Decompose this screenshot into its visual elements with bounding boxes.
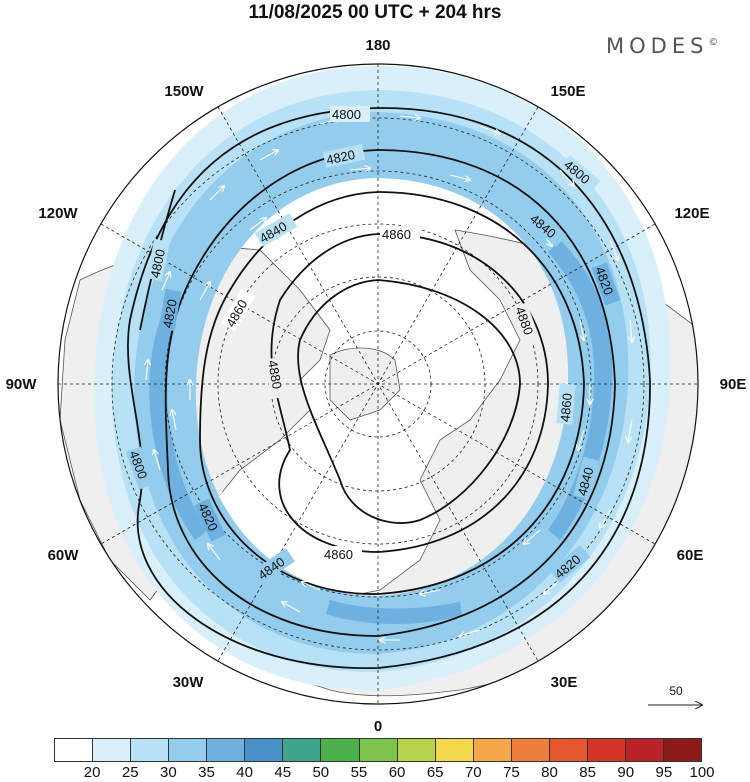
svg-text:4860: 4860 (382, 227, 411, 242)
svg-text:4860: 4860 (324, 547, 353, 562)
modes-logo: MODES© (606, 34, 719, 58)
colorbar-tick-label: 95 (655, 764, 673, 781)
colorbar-tick-label: 35 (198, 764, 215, 781)
svg-text:4820: 4820 (160, 298, 180, 329)
colorbar-box (625, 739, 664, 761)
contour-4840 (199, 191, 585, 595)
colorbar-box (397, 739, 436, 761)
svg-text:4880: 4880 (265, 359, 285, 390)
lon-label-120e: 120E (674, 205, 709, 222)
lon-label-90w: 90W (6, 376, 38, 393)
colorbar-box (664, 739, 702, 761)
colorbar-box (549, 739, 588, 761)
colorbar-tick-label: 30 (160, 764, 177, 781)
colorbar-box (93, 739, 132, 761)
colorbar-labels: 20 25 30 35 40 45 50 55 60 65 70 75 80 85 90 95 100 (54, 764, 715, 782)
colorbar-box (207, 739, 246, 761)
colorbar-box (435, 739, 474, 761)
reference-vector-label: 50 (669, 684, 683, 698)
colorbar-tick-label: 20 (83, 764, 101, 781)
map-title: 11/08/2025 00 UTC + 204 hrs (248, 2, 502, 23)
svg-text:4840: 4840 (575, 466, 597, 498)
lon-label-120w: 120W (38, 205, 78, 222)
colorbar-tick-label: 45 (274, 764, 292, 781)
colorbar-box (55, 739, 94, 761)
wind-vectors (146, 116, 632, 640)
contour-4800 (127, 107, 651, 669)
longitude-labels: 180 150E 120E 90E 60E 30E 0 30W 60W 90W … (6, 37, 747, 735)
contour-labels: 4800 4800 4800 4800 4820 4820 4820 4820 … (125, 106, 621, 585)
map-boundary (57, 63, 699, 705)
colorbar-tick-label: 70 (464, 764, 482, 781)
svg-text:4800: 4800 (147, 248, 168, 279)
colorbar-tick-label: 25 (121, 764, 139, 781)
colorbar-tick-label: 50 (312, 764, 330, 781)
lon-label-150w: 150W (164, 83, 204, 100)
lon-label-0: 0 (374, 718, 382, 735)
lon-label-150e: 150E (550, 83, 585, 100)
colorbar-tick-label: 90 (617, 764, 635, 781)
svg-text:4800: 4800 (332, 107, 361, 122)
contour-4880 (297, 279, 521, 524)
lon-label-30e: 30E (551, 674, 578, 691)
colorbar-box (511, 739, 550, 761)
colorbar-box (587, 739, 626, 761)
reference-vector: 50 (646, 684, 706, 714)
colorbar-tick-label: 75 (503, 764, 520, 781)
colorbar-tick-label: 55 (350, 764, 368, 781)
lon-label-90e: 90E (720, 376, 747, 393)
colorbar-box (131, 739, 170, 761)
svg-text:4860: 4860 (557, 393, 574, 423)
colorbar-box (359, 739, 398, 761)
colorbar-tick-label: 65 (426, 764, 444, 781)
colorbar-box (321, 739, 360, 761)
colorbar-tick-label: 40 (236, 764, 253, 781)
reference-arrow-icon (648, 684, 706, 714)
lon-label-30w: 30W (173, 674, 205, 691)
contour-4820 (164, 149, 616, 637)
lon-label-60w: 60W (48, 547, 80, 564)
colorbar-box (473, 739, 512, 761)
lon-label-60e: 60E (677, 547, 704, 564)
graticule (58, 64, 698, 704)
colorbar-tick-label: 100 (689, 764, 715, 781)
colorbar-tick-label: 80 (541, 764, 558, 781)
colorbar (54, 738, 702, 762)
colorbar-tick-label: 60 (388, 764, 406, 781)
colorbar-box (169, 739, 208, 761)
colorbar-tick-label: 85 (579, 764, 596, 781)
svg-text:4820: 4820 (325, 147, 356, 168)
colorbar-box (283, 739, 322, 761)
lon-label-180: 180 (365, 37, 390, 54)
colorbar-box (245, 739, 284, 761)
